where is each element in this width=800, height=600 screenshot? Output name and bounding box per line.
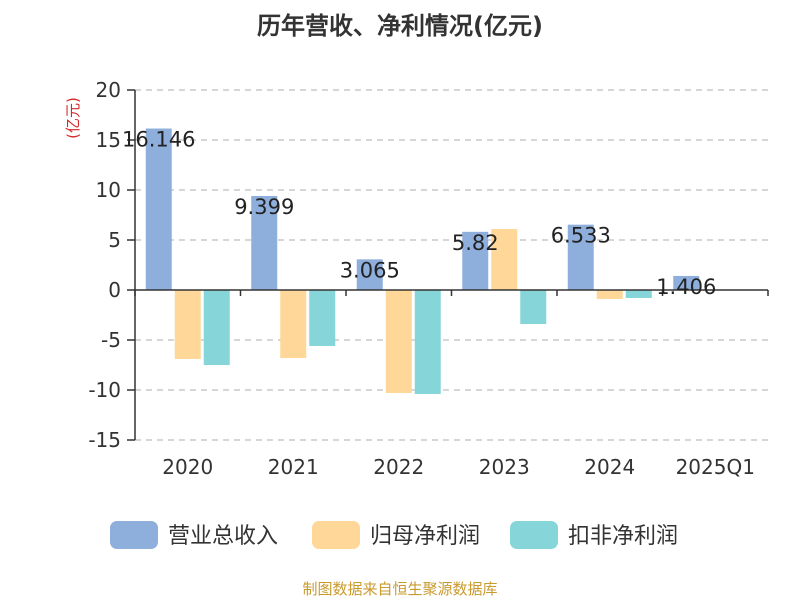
bars: [145, 128, 700, 394]
axes: -15 -10 -5 0 5 10 15 20 (亿元) 2020 2021 2022 2023 2024…: [64, 78, 769, 479]
data-labels: 16.146 9.399 3.065 5.82 6.533 1.406: [122, 128, 716, 299]
bar-2-2024: [596, 290, 623, 299]
bar-3-2022: [414, 290, 441, 394]
y-tick-label: -15: [88, 428, 121, 452]
data-label: 16.146: [122, 128, 195, 152]
y-tick-label: 10: [96, 178, 121, 202]
x-tick-label: 2023: [479, 455, 530, 479]
x-tick-label: 2025Q1: [676, 455, 755, 479]
x-tick-label: 2021: [268, 455, 319, 479]
data-label: 6.533: [551, 224, 611, 248]
chart-title: 历年营收、净利情况(亿元): [257, 12, 543, 40]
legend-swatch: [110, 521, 158, 549]
x-tick-label: 2020: [162, 455, 213, 479]
y-tick-label: 0: [108, 278, 121, 302]
bar-1-2021: [251, 196, 278, 290]
data-label: 3.065: [340, 258, 400, 282]
bar-3-2021: [309, 290, 336, 346]
bar-3-2023: [520, 290, 547, 324]
x-tick-label: 2022: [373, 455, 424, 479]
bar-2-2020: [174, 290, 201, 359]
legend-label: 营业总收入: [168, 524, 278, 549]
y-tick-label: -10: [88, 378, 121, 402]
data-label: 5.82: [452, 231, 499, 255]
data-label: 9.399: [234, 195, 294, 219]
bar-1-2023: [462, 231, 489, 290]
bar-1-2022: [356, 259, 383, 290]
y-tick-label: -5: [101, 328, 121, 352]
legend-label: 扣非净利润: [568, 524, 678, 549]
bar-3-2020: [203, 290, 230, 365]
bar-2-2021: [280, 290, 307, 358]
bar-2-2023: [491, 229, 518, 290]
source-note: 制图数据来自恒生聚源数据库: [302, 580, 498, 598]
y-tick-label: 15: [96, 128, 121, 152]
bar-1-2020: [145, 128, 172, 290]
bar-2-2022: [385, 290, 412, 393]
legend-label: 归母净利润: [370, 524, 480, 549]
gridlines: [135, 89, 768, 441]
legend: 营业总收入 归母净利润 扣非净利润: [110, 521, 678, 549]
legend-swatch: [510, 521, 558, 549]
y-axis-unit-label: (亿元): [64, 97, 82, 139]
bar-1-2025Q1: [673, 275, 700, 290]
legend-swatch: [312, 521, 360, 549]
bar-1-2024: [567, 224, 594, 290]
bar-3-2024: [625, 290, 652, 298]
data-label: 1.406: [656, 275, 716, 299]
x-tick-label: 2024: [584, 455, 635, 479]
y-tick-label: 5: [108, 228, 121, 252]
y-tick-label: 20: [96, 78, 121, 102]
